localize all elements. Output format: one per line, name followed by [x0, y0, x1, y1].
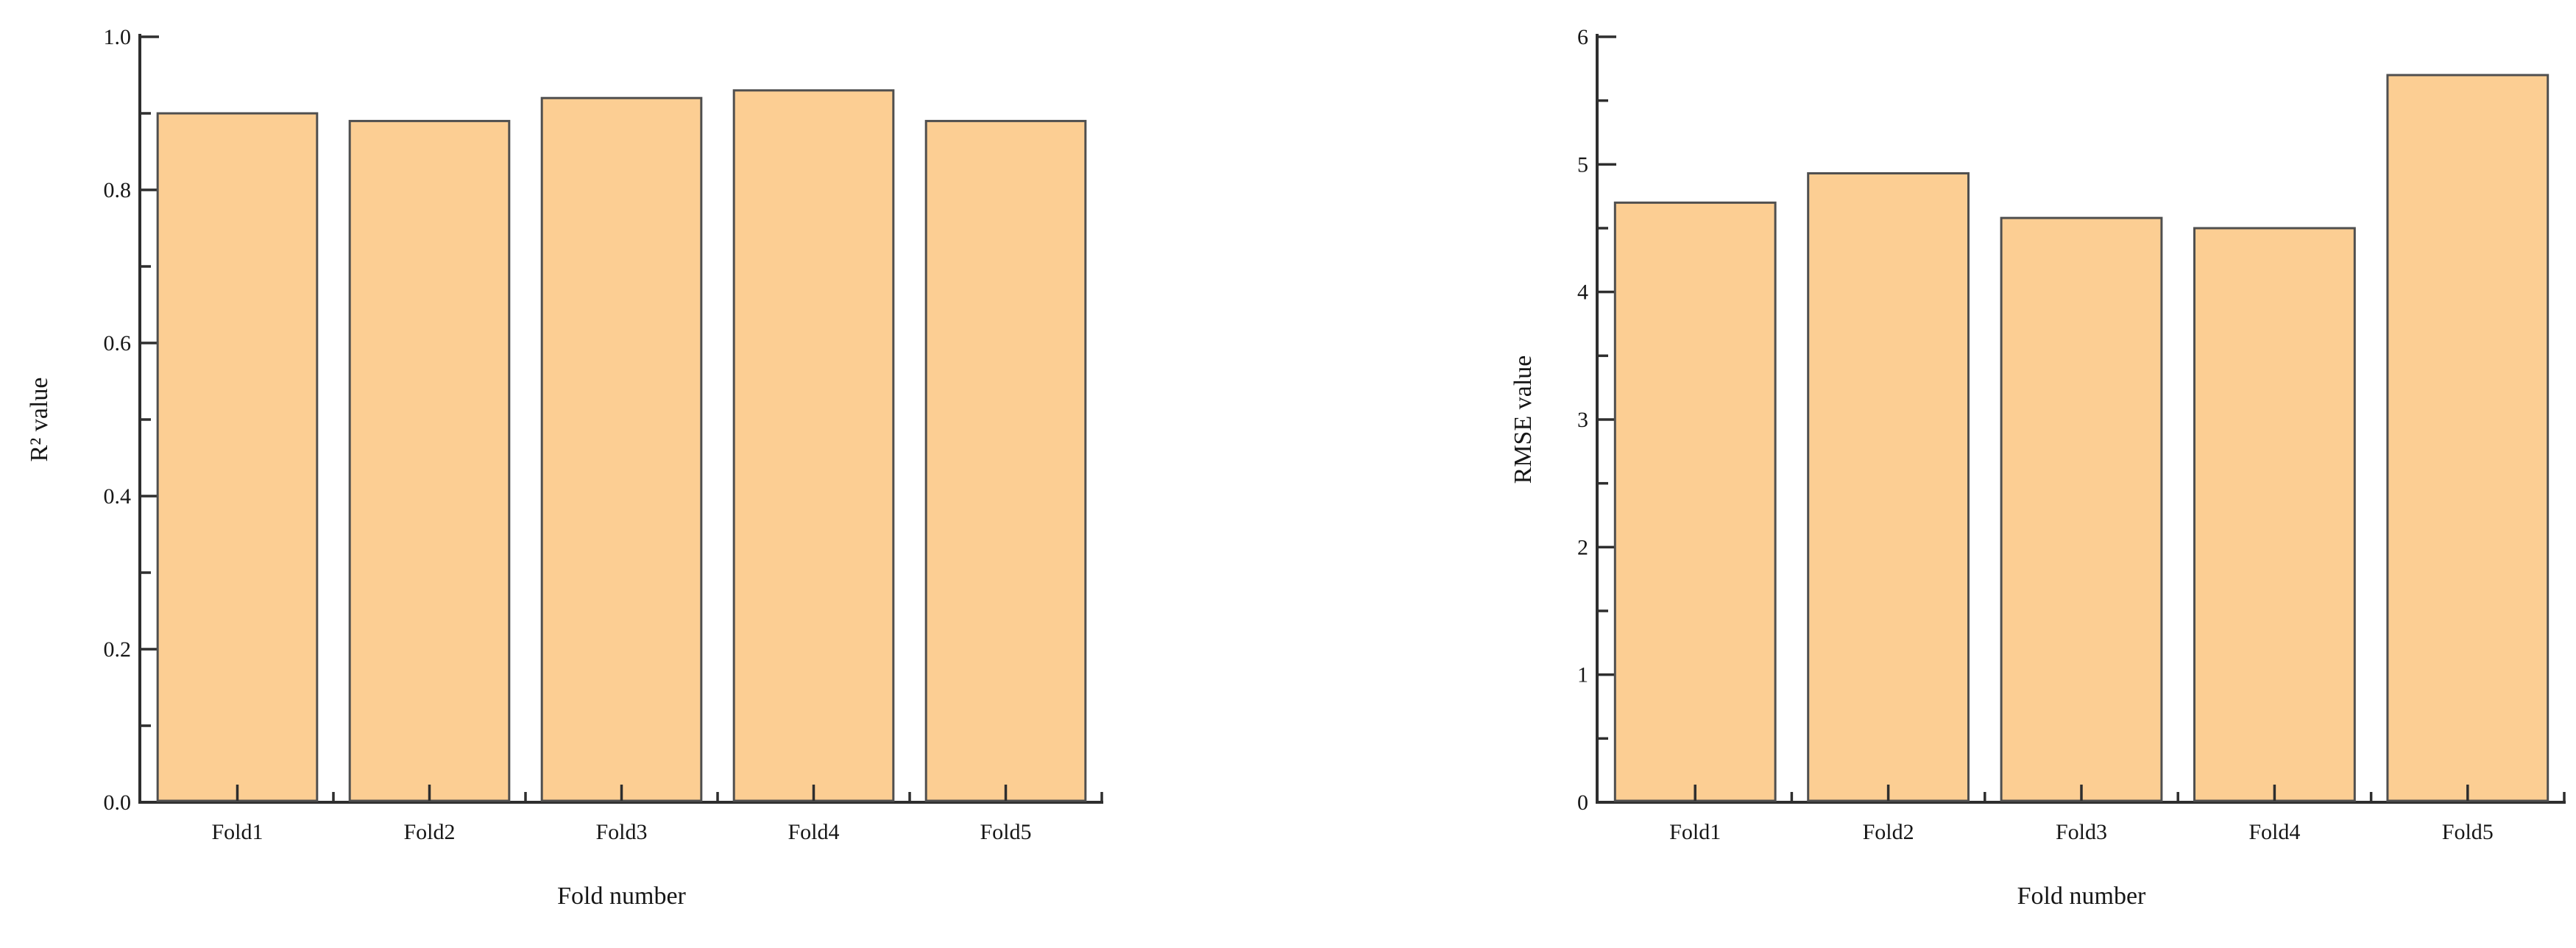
x-axis-title: Fold number [2017, 882, 2146, 910]
y-tick-label: 0 [1577, 790, 1588, 815]
bar-fold4 [732, 89, 895, 802]
y-tick-label: 1 [1577, 663, 1588, 687]
y-tick-label: 0.8 [104, 178, 132, 202]
bar-fold3 [2000, 216, 2163, 802]
x-category-label: Fold3 [595, 820, 647, 844]
x-category-label: Fold5 [2442, 820, 2494, 844]
x-category-label: Fold3 [2056, 820, 2107, 844]
bar-fold1 [1613, 201, 1777, 802]
bar-fold5 [2386, 74, 2550, 802]
chart-panel-1: 0.0 0.2 0.4 0.6 0.8 1.0 Fold1 Fold2 Fold3 Fold4 Fo… [26, 25, 1103, 910]
y-tick-label: 6 [1577, 25, 1588, 49]
y-axis-title: RMSE value [1510, 356, 1537, 484]
y-tick-label: 0.0 [104, 790, 132, 815]
x-category-label: Fold1 [211, 820, 263, 844]
bar-fold2 [348, 119, 511, 802]
x-axis-title: Fold number [557, 882, 686, 910]
x-category-label: Fold4 [2248, 820, 2300, 844]
bar-fold5 [924, 119, 1087, 802]
x-category-label: Fold2 [1863, 820, 1914, 844]
bar-fold4 [2193, 227, 2356, 802]
bar-fold1 [156, 112, 319, 802]
x-category-label: Fold2 [403, 820, 455, 844]
y-tick-label: 5 [1577, 152, 1588, 177]
y-tick-label: 2 [1577, 535, 1588, 559]
chart-panel-2: 0 1 2 3 4 5 6 Fold1 Fold2 Fold3 Fold4 Fold5 Fold num… [1510, 25, 2566, 910]
y-tick-label: 0.6 [104, 331, 132, 356]
y-tick-label: 0.4 [104, 484, 132, 509]
y-tick-label: 4 [1577, 280, 1588, 305]
y-tick-label: 1.0 [104, 25, 132, 49]
y-tick-label: 3 [1577, 408, 1588, 432]
x-category-label: Fold5 [980, 820, 1031, 844]
x-category-label: Fold1 [1669, 820, 1721, 844]
y-tick-label: 0.2 [104, 637, 132, 662]
bar-fold3 [540, 96, 703, 802]
x-category-label: Fold4 [788, 820, 839, 844]
y-axis-title: R² value [26, 378, 53, 462]
bar-fold2 [1807, 171, 1970, 802]
